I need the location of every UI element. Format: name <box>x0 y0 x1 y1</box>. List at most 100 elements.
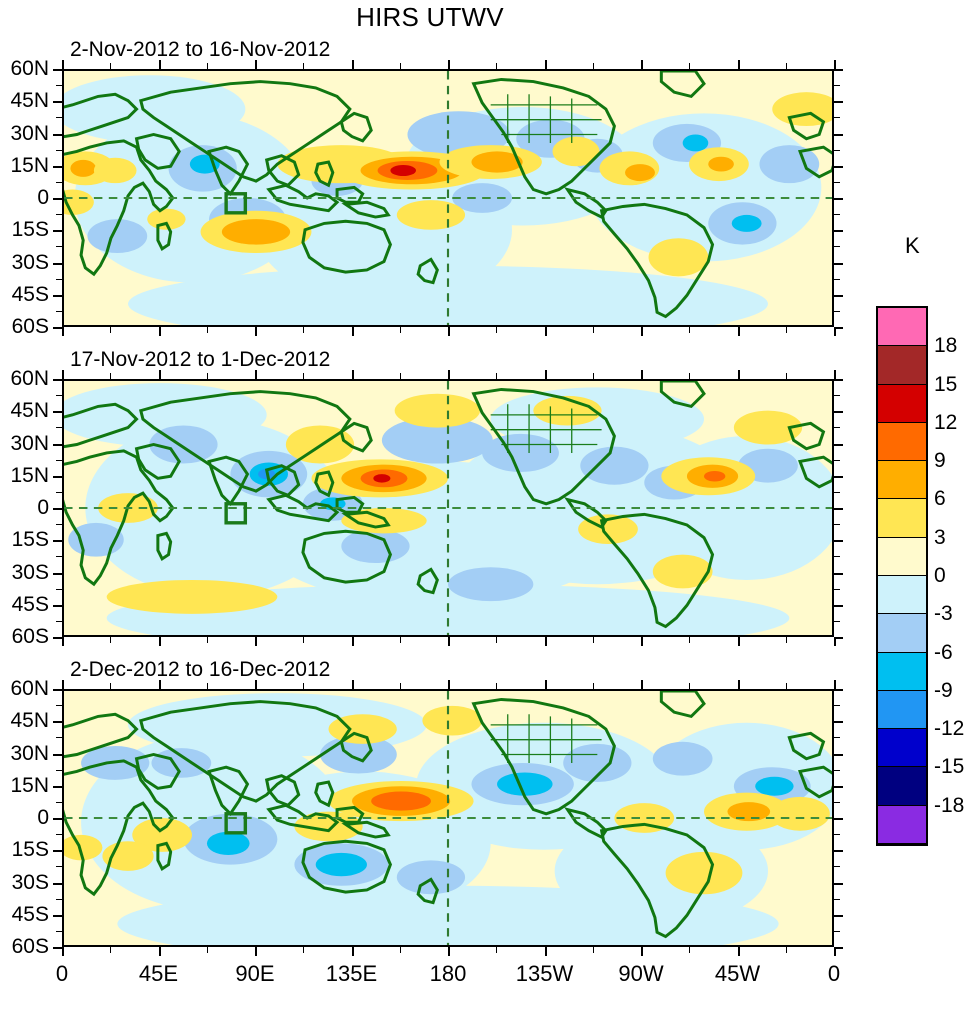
x-axis-label-45E: 45E <box>138 961 179 986</box>
y-axis-tick <box>834 572 843 575</box>
y-axis-tick <box>834 198 843 200</box>
y-axis-label-60S: 60S <box>11 935 49 958</box>
panel-2-field <box>64 381 832 635</box>
panel-3-field <box>64 691 832 945</box>
y-axis-label-30S: 30S <box>11 870 49 894</box>
colorbar-tick-9: 9 <box>934 449 946 473</box>
y-axis-tick <box>834 165 843 168</box>
x-axis-minor-tick <box>592 63 594 69</box>
x-axis-tick <box>62 60 64 69</box>
y-axis-label-15N: 15N <box>10 773 49 797</box>
x-axis-tick <box>737 370 740 379</box>
colorbar-bin <box>878 537 926 576</box>
y-axis-minor-tick <box>56 737 62 739</box>
panel-2-map[interactable] <box>62 379 834 637</box>
x-axis-minor-tick <box>303 947 305 953</box>
y-axis-minor-tick <box>56 427 62 429</box>
y-axis-minor-tick <box>56 898 62 900</box>
y-axis-minor-tick <box>834 214 840 216</box>
x-axis-tick <box>255 947 257 956</box>
y-axis-tick <box>834 637 843 639</box>
colorbar-tick-0: 0 <box>934 564 946 587</box>
x-axis-tick <box>641 947 643 956</box>
y-axis-minor-tick <box>834 769 840 771</box>
y-axis-minor-tick <box>834 181 840 183</box>
x-axis-label-0: 0 <box>827 961 841 986</box>
x-axis-label-180: 180 <box>429 961 467 986</box>
y-axis-tick <box>834 411 843 414</box>
y-axis-label-0: 0 <box>37 806 49 829</box>
y-axis-tick <box>834 230 843 233</box>
y-axis-tick <box>53 818 62 820</box>
x-axis-minor-tick <box>496 373 498 379</box>
x-axis-tick <box>448 637 450 646</box>
x-axis-label-45W: 45W <box>714 961 761 986</box>
colorbar-bin <box>878 384 926 423</box>
y-axis-minor-tick <box>56 834 62 836</box>
x-axis-minor-tick <box>785 947 787 953</box>
y-axis-label-60N: 60N <box>10 677 49 700</box>
panel-1-field <box>64 71 832 325</box>
y-axis-tick <box>834 721 843 724</box>
x-axis-tick <box>641 327 643 336</box>
x-axis-tick <box>255 370 257 379</box>
y-axis-tick <box>834 262 843 265</box>
y-axis-label-60S: 60S <box>11 315 49 338</box>
y-axis-label-30N: 30N <box>10 741 49 765</box>
x-axis-tick <box>737 327 740 336</box>
y-axis-tick <box>834 689 843 691</box>
y-axis-tick <box>834 604 843 607</box>
x-axis-minor-tick <box>206 63 208 69</box>
x-axis-minor-tick <box>689 637 691 643</box>
x-axis-minor-tick <box>592 637 594 643</box>
y-axis-label-60N: 60N <box>10 367 49 390</box>
x-axis-tick <box>448 370 450 379</box>
panel-1-title: 2-Nov-2012 to 16-Nov-2012 <box>70 38 331 61</box>
x-axis-tick <box>641 370 643 379</box>
colorbar-bin <box>878 729 926 768</box>
x-axis-minor-tick <box>592 373 594 379</box>
x-axis-minor-tick <box>206 327 208 333</box>
x-axis-tick <box>544 947 547 956</box>
x-axis-minor-tick <box>110 683 112 689</box>
colorbar-units-label: K <box>905 233 920 258</box>
x-axis-tick <box>62 327 64 336</box>
x-axis-tick <box>255 327 257 336</box>
colorbar-tick-18: 18 <box>934 334 958 358</box>
y-axis-minor-tick <box>834 85 840 87</box>
y-axis-tick <box>834 101 843 104</box>
x-axis-minor-tick <box>689 947 691 953</box>
y-axis-tick <box>53 69 62 71</box>
panel-3-map[interactable] <box>62 689 834 947</box>
x-axis-minor-tick <box>496 947 498 953</box>
panel-1-map[interactable] <box>62 69 834 327</box>
y-axis-minor-tick <box>834 834 840 836</box>
y-axis-minor-tick <box>834 866 840 868</box>
y-axis-tick <box>834 294 843 297</box>
y-axis-tick <box>53 637 62 639</box>
y-axis-label-30N: 30N <box>10 431 49 455</box>
x-axis-minor-tick <box>110 373 112 379</box>
x-axis-minor-tick <box>303 637 305 643</box>
x-axis-minor-tick <box>206 683 208 689</box>
x-axis-tick <box>351 947 354 956</box>
y-axis-label-45S: 45S <box>11 592 49 616</box>
y-axis-tick <box>53 379 62 381</box>
x-axis-tick <box>351 637 354 646</box>
y-axis-tick <box>53 508 62 510</box>
y-axis-label-15S: 15S <box>11 218 49 242</box>
y-axis-minor-tick <box>834 278 840 280</box>
x-axis-tick <box>62 637 64 646</box>
x-axis-tick <box>62 947 64 956</box>
colorbar[interactable]: 18 15 12 9 6 3 0 -3 -6 -9 -12 -15 -18 <box>876 306 964 846</box>
y-axis-tick <box>834 379 843 381</box>
colorbar-bin <box>878 767 926 806</box>
y-axis-tick <box>834 69 843 71</box>
y-axis-tick <box>834 443 843 446</box>
y-axis-tick <box>53 230 62 233</box>
y-axis-label-15S: 15S <box>11 838 49 862</box>
x-axis-tick <box>544 637 547 646</box>
y-axis-minor-tick <box>56 459 62 461</box>
x-axis-tick <box>158 60 161 69</box>
y-axis-tick <box>53 721 62 724</box>
